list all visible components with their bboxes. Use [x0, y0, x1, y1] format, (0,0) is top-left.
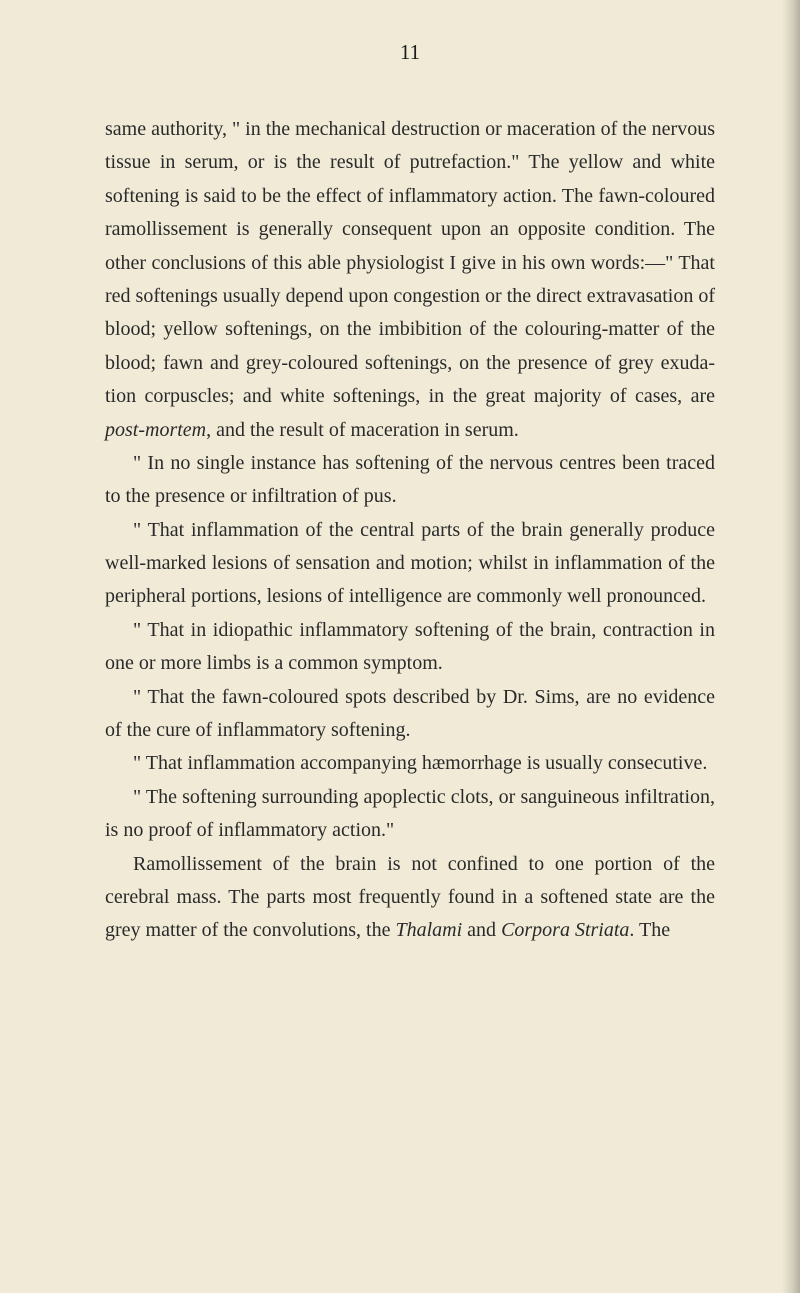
- italic-text: post-mortem: [105, 419, 206, 441]
- paragraph: " In no single instance has softening of…: [105, 447, 715, 514]
- paragraph: " The softening surrounding apoplectic c…: [105, 781, 715, 848]
- body-text: , and the result of mace­ration in serum…: [206, 419, 519, 441]
- paragraph: " That the fawn-coloured spots described…: [105, 681, 715, 748]
- document-page: 11 same authority, " in the mechanical d…: [0, 0, 800, 988]
- paragraph: " That inflammation of the central parts…: [105, 514, 715, 614]
- body-text: " That inflammation of the central parts…: [105, 519, 715, 608]
- paragraph: " That inflammation accompanying hæmorrh…: [105, 747, 715, 780]
- page-shadow: [782, 0, 800, 1293]
- italic-text: Corpora Striata: [501, 919, 629, 941]
- paragraph: same authority, " in the mechanical dest…: [105, 113, 715, 447]
- body-text: same authority, " in the mechanical dest…: [105, 118, 715, 407]
- body-text: " The softening surrounding apoplectic c…: [105, 786, 715, 841]
- body-text: . The: [629, 919, 670, 941]
- italic-text: Thalami: [395, 919, 462, 941]
- body-text: " That inflammation accompanying hæmorrh…: [133, 752, 707, 774]
- body-text: and: [462, 919, 501, 941]
- body-text: " In no single instance has softening of…: [105, 452, 715, 507]
- paragraph: Ramollissement of the brain is not confi…: [105, 848, 715, 948]
- paragraph: " That in idiopathic inflammatory soften…: [105, 614, 715, 681]
- body-text: " That in idiopathic inflammatory soften…: [105, 619, 715, 674]
- page-number: 11: [105, 40, 715, 65]
- body-text: " That the fawn-coloured spots described…: [105, 686, 715, 741]
- page-content: same authority, " in the mechanical dest…: [105, 113, 715, 948]
